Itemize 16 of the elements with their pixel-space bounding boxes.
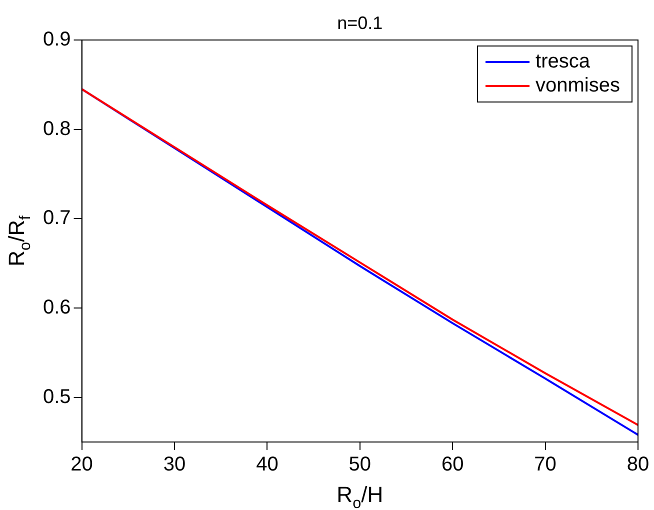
legend-label: vonmises: [536, 74, 620, 97]
x-tick-label: 50: [348, 454, 372, 476]
y-tick-label: 0.6: [42, 296, 71, 319]
x-tick-label: 60: [441, 454, 464, 476]
x-tick-label: 30: [163, 454, 186, 476]
y-tick-label: 0.5: [42, 386, 71, 408]
x-tick-label: 80: [626, 454, 650, 476]
y-tick-label: 0.8: [42, 118, 71, 140]
x-tick-label: 70: [534, 454, 556, 476]
y-axis-title: Ro/Rf: [4, 214, 34, 266]
legend-label: tresca: [536, 50, 591, 73]
y-tick-label: 0.9: [42, 28, 71, 51]
y-tick-label: 0.7: [42, 207, 71, 230]
chart-title: n=0.1: [337, 12, 383, 33]
x-tick-label: 20: [70, 454, 93, 476]
x-tick-label: 40: [256, 454, 278, 476]
